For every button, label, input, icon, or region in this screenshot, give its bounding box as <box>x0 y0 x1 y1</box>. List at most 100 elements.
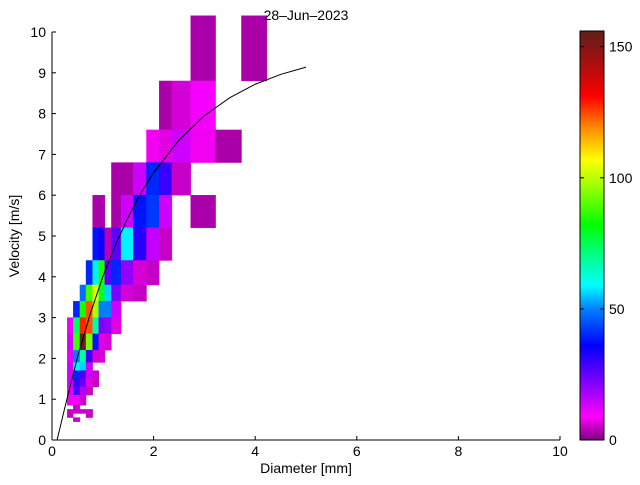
heatmap-cell <box>98 333 106 351</box>
heatmap-cell <box>158 162 173 196</box>
heatmap-cell <box>111 162 122 196</box>
heatmap-cell <box>146 260 160 286</box>
heatmap-cell <box>111 194 122 229</box>
y-axis-label: Velocity [m/s] <box>6 195 22 277</box>
heatmap-cell <box>120 260 134 286</box>
heatmap-cell <box>73 301 81 318</box>
heatmap-cell <box>67 413 74 418</box>
heatmap-cell <box>111 317 122 335</box>
heatmap-cell <box>67 333 74 351</box>
colorbar-tick-label: 50 <box>609 301 625 317</box>
heatmap-cell <box>133 260 147 286</box>
heatmap-cell <box>79 333 87 351</box>
heatmap-cell <box>73 317 81 335</box>
colorbar-tick-label: 100 <box>609 170 633 186</box>
heatmap-cell <box>158 227 173 261</box>
y-tick-label: 1 <box>38 391 46 407</box>
heatmap-cell <box>98 227 106 261</box>
heatmap-cell <box>85 362 93 371</box>
heatmap-cell <box>98 350 106 363</box>
colorbar-tick-label: 150 <box>609 39 633 55</box>
y-tick-label: 5 <box>38 228 46 244</box>
heatmap-cell <box>73 333 81 351</box>
heatmap-cell <box>79 409 87 414</box>
heatmap-cell <box>171 162 191 196</box>
heatmap-cell <box>85 413 93 418</box>
y-tick-label: 7 <box>38 146 46 162</box>
heatmap-cell <box>85 260 93 286</box>
y-tick-label: 4 <box>38 269 46 285</box>
heatmap-cell <box>79 284 87 302</box>
y-tick-label: 8 <box>38 106 46 122</box>
heatmap-cell <box>85 350 93 363</box>
heatmap-cell <box>171 80 191 131</box>
heatmap-cell <box>92 350 99 363</box>
y-tick-label: 3 <box>38 310 46 326</box>
heatmap-cell <box>104 227 112 261</box>
y-tick-label: 9 <box>38 65 46 81</box>
heatmap-cell <box>190 194 216 229</box>
heatmap-cell <box>104 284 112 302</box>
colorbar-tick-label: 0 <box>609 432 617 448</box>
heatmap-cell <box>111 301 122 318</box>
heatmap-cell <box>133 162 147 196</box>
heatmap-cell <box>79 386 87 396</box>
heatmap-cell <box>79 401 87 406</box>
heatmap-cell <box>67 317 74 335</box>
heatmap-cell <box>104 333 112 351</box>
x-tick-label: 10 <box>552 443 568 459</box>
heatmap-cell <box>92 260 99 286</box>
heatmap-cell <box>104 301 112 318</box>
heatmap-cell <box>67 409 74 414</box>
heatmap-cell <box>111 284 122 302</box>
heatmap-cell <box>92 317 99 335</box>
heatmap-cell <box>98 301 106 318</box>
heatmap-cell <box>158 80 173 131</box>
heatmap-cell <box>79 301 87 318</box>
colorbar: 0 50 100 150 <box>579 30 633 448</box>
heatmap-cell <box>146 129 160 163</box>
heatmap-cell <box>67 362 74 371</box>
heatmap-cell <box>73 401 81 406</box>
heatmap-cell <box>92 333 99 351</box>
heatmap-cell <box>133 227 147 261</box>
y-tick-label: 0 <box>38 432 46 448</box>
y-tick-label: 10 <box>30 24 46 40</box>
heatmap-cell <box>79 394 87 402</box>
heatmap-cells <box>67 15 268 422</box>
axes: 0 2 4 6 8 10 0 1 2 3 4 5 6 7 8 9 10 <box>30 24 568 459</box>
heatmap-cell <box>92 227 99 261</box>
colorbar-gradient <box>579 30 605 441</box>
heatmap-cell <box>190 80 216 131</box>
heatmap-cell <box>85 370 93 380</box>
x-tick-label: 8 <box>455 443 463 459</box>
heatmap-cell <box>85 284 93 302</box>
heatmap-cell <box>73 417 81 422</box>
y-tick-label: 6 <box>38 187 46 203</box>
heatmap-cell <box>120 227 134 261</box>
heatmap-cell <box>79 378 87 388</box>
heatmap-cell <box>73 394 81 402</box>
heatmap-cell <box>146 194 160 229</box>
heatmap-cell <box>73 405 81 410</box>
heatmap-cell <box>133 194 147 229</box>
heatmap-cell <box>85 409 93 414</box>
y-tick-label: 2 <box>38 350 46 366</box>
heatmap-cell <box>85 378 93 388</box>
chart-title: 28–Jun–2023 <box>264 7 349 23</box>
heatmap-cell <box>79 370 87 380</box>
heatmap-cell <box>79 350 87 363</box>
heatmap-cell <box>73 386 81 396</box>
heatmap-cell <box>215 129 242 163</box>
heatmap-cell <box>67 401 74 406</box>
x-tick-label: 6 <box>353 443 361 459</box>
x-tick-label: 2 <box>150 443 158 459</box>
heatmap-cell <box>158 194 173 229</box>
heatmap-cell <box>85 333 93 351</box>
heatmap-cell <box>190 129 216 163</box>
heatmap-cell <box>190 15 216 82</box>
heatmap-cell <box>92 370 99 380</box>
heatmap-cell <box>146 227 160 261</box>
x-tick-label: 0 <box>48 443 56 459</box>
heatmap-cell <box>104 317 112 335</box>
